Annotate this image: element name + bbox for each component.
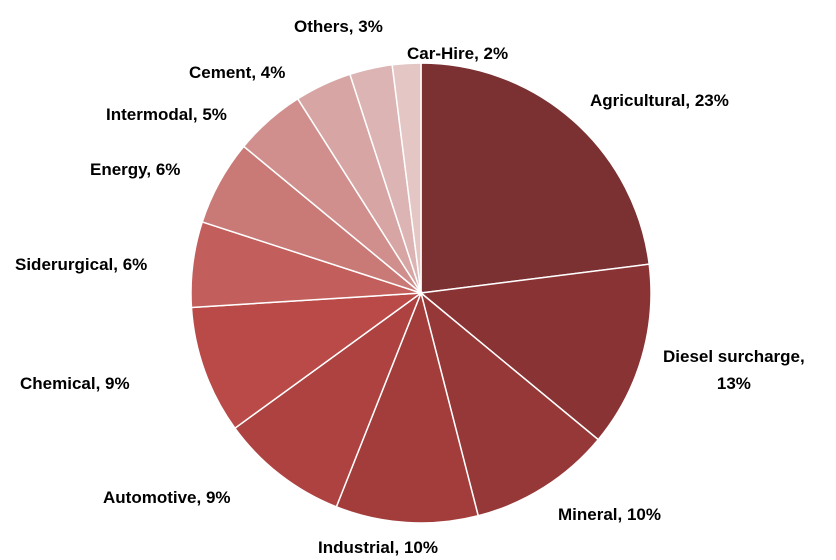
pie-slice-automotive [233, 290, 423, 508]
data-label-line: Car-Hire, 2% [407, 44, 508, 63]
data-label-industrial: Industrial, 10% [318, 538, 438, 557]
data-label-line: Others, 3% [294, 17, 383, 36]
data-label-chemical: Chemical, 9% [20, 374, 130, 393]
data-label-line: Mineral, 10% [558, 505, 661, 524]
pie-slice-industrial [335, 290, 480, 524]
data-label-diesel-surcharge: Diesel surcharge, 13% [663, 347, 805, 393]
data-label-line: Intermodal, 5% [106, 105, 227, 124]
data-label-line: Siderurgical, 6% [15, 255, 147, 274]
pie-slice-agricultural [420, 62, 651, 294]
pie-slice-chemical [190, 292, 424, 430]
data-label-siderurgical: Siderurgical, 6% [15, 255, 147, 274]
data-label-line: Energy, 6% [90, 160, 180, 179]
data-label-mineral: Mineral, 10% [558, 505, 661, 524]
data-label-line: 13% [717, 374, 751, 393]
data-label-line: Diesel surcharge, [663, 347, 805, 366]
pie-slices [190, 62, 652, 524]
data-label-cement: Cement, 4% [189, 63, 285, 82]
data-label-line: Industrial, 10% [318, 538, 438, 557]
data-label-line: Cement, 4% [189, 63, 285, 82]
pie-slice-car-hire [391, 62, 422, 294]
pie-slice-diesel-surcharge [419, 263, 652, 441]
data-label-automotive: Automotive, 9% [103, 488, 231, 507]
data-label-line: Agricultural, 23% [590, 91, 729, 110]
data-label-line: Automotive, 9% [103, 488, 231, 507]
data-label-others: Others, 3% [294, 17, 383, 36]
data-label-energy: Energy, 6% [90, 160, 180, 179]
pie-labels: Agricultural, 23% Diesel surcharge, 13% Min… [15, 17, 805, 557]
data-label-car-hire: Car-Hire, 2% [407, 44, 508, 63]
data-label-intermodal: Intermodal, 5% [106, 105, 227, 124]
data-label-line: Chemical, 9% [20, 374, 130, 393]
pie-slice-mineral [419, 290, 600, 517]
data-label-agricultural: Agricultural, 23% [590, 91, 729, 110]
